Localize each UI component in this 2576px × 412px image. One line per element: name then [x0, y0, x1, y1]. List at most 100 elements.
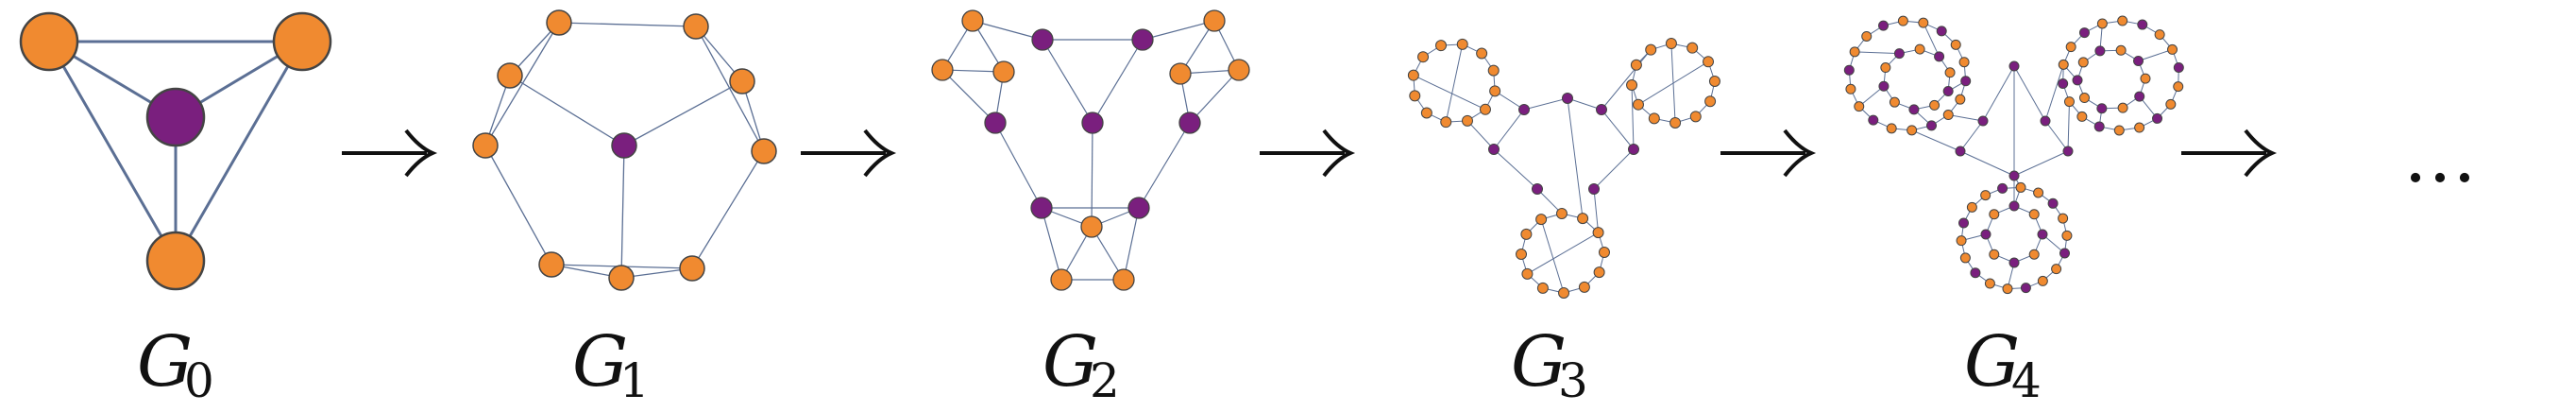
orange-node	[2078, 93, 2090, 104]
graph-edge	[1855, 51, 1900, 55]
ellipsis: …	[2403, 114, 2477, 199]
graph-edge	[1189, 69, 1240, 124]
graph-edge	[1540, 218, 1565, 294]
orange-node	[546, 9, 572, 36]
arrow-1	[342, 129, 438, 178]
orange-node	[1050, 268, 1073, 291]
label-g4: G 4	[1964, 321, 2042, 408]
orange-node	[1942, 110, 1954, 121]
graph-edge	[994, 122, 1042, 209]
orange-node	[1955, 94, 1966, 105]
orange-node	[145, 231, 206, 291]
graph-edge	[1091, 122, 1093, 228]
graph-edge	[1493, 148, 1538, 190]
orange-node	[1461, 114, 1473, 127]
graph-edge	[1593, 188, 1600, 233]
purple-node	[1127, 197, 1150, 219]
orange-node	[1521, 267, 1534, 280]
purple-node	[145, 87, 206, 147]
graph-edge	[1041, 207, 1062, 281]
purple-node	[1081, 112, 1104, 134]
purple-node	[2040, 115, 2051, 127]
label-g1: G 1	[572, 321, 650, 408]
graph-edge	[1494, 90, 1525, 111]
graph-edge	[47, 41, 178, 262]
graph-g3	[1407, 38, 1720, 299]
purple-node	[1980, 229, 1991, 240]
graph-edge	[1493, 109, 1525, 150]
orange-node	[1578, 281, 1590, 293]
label-letter: G	[137, 321, 193, 403]
purple-node	[2072, 75, 2083, 86]
purple-node	[1596, 104, 1607, 115]
orange-node	[729, 68, 755, 94]
orange-node	[2113, 125, 2125, 136]
purple-node	[2020, 283, 2031, 294]
orange-node	[2028, 209, 2040, 220]
graph-edge	[1948, 114, 1984, 122]
purple-node	[2152, 112, 2163, 124]
graph-g0	[19, 11, 332, 291]
purple-node	[1958, 217, 1970, 229]
purple-node	[1562, 93, 1573, 104]
orange-node	[1203, 9, 1226, 32]
orange-node	[1555, 208, 1568, 220]
orange-node	[2051, 264, 2062, 275]
orange-node	[1989, 209, 2000, 220]
orange-node	[1845, 83, 1856, 94]
orange-node	[2173, 81, 2184, 93]
orange-node	[2058, 59, 2069, 70]
purple-node	[1532, 183, 1543, 195]
orange-node	[1558, 286, 1570, 299]
orange-node	[1417, 51, 1430, 63]
graph-edge	[1567, 97, 1602, 111]
graph-edge	[2013, 65, 2046, 122]
orange-node	[679, 255, 705, 282]
graph-edge	[1959, 150, 2015, 177]
orange-node	[1420, 107, 1432, 119]
orange-node	[1228, 59, 1250, 81]
graph-edge	[558, 22, 697, 27]
graph-edge	[1959, 120, 1984, 152]
label-letter: G	[1511, 321, 1567, 403]
orange-node	[1950, 39, 1961, 50]
orange-node	[1703, 56, 1715, 68]
purple-node	[1942, 85, 1954, 96]
orange-node	[497, 62, 523, 89]
purple-node	[2093, 121, 2105, 132]
graph-edge	[1982, 65, 2015, 122]
orange-node	[1080, 215, 1103, 238]
orange-node	[751, 138, 777, 164]
orange-node	[2115, 44, 2127, 56]
purple-node	[1628, 144, 1639, 155]
orange-node	[2117, 15, 2128, 26]
orange-node	[538, 251, 565, 278]
orange-node	[1409, 90, 1421, 102]
graph-edge	[1142, 20, 1215, 41]
orange-node	[1593, 266, 1605, 279]
graph-edge	[620, 145, 625, 279]
graph-edge	[1413, 75, 1486, 111]
purple-node	[2133, 55, 2144, 66]
purple-node	[2173, 61, 2184, 73]
graph-edge	[1601, 109, 1635, 150]
orange-node	[1476, 47, 1488, 60]
arrow-5	[2181, 129, 2278, 178]
purple-node	[1878, 20, 1890, 31]
orange-node	[1456, 38, 1468, 50]
purple-node	[2096, 103, 2108, 114]
graph-edge	[691, 150, 765, 269]
orange-node	[2061, 230, 2073, 241]
orange-node	[1669, 116, 1682, 129]
purple-node	[2047, 197, 2059, 209]
orange-node	[1112, 268, 1135, 291]
orange-node	[1645, 43, 1657, 56]
orange-node	[1536, 282, 1549, 294]
orange-node	[1966, 201, 1977, 213]
orange-node	[1880, 62, 1891, 74]
purple-node	[1908, 104, 1920, 115]
orange-node	[1489, 85, 1501, 97]
orange-node	[1535, 214, 1548, 226]
graph-edge	[695, 26, 765, 152]
